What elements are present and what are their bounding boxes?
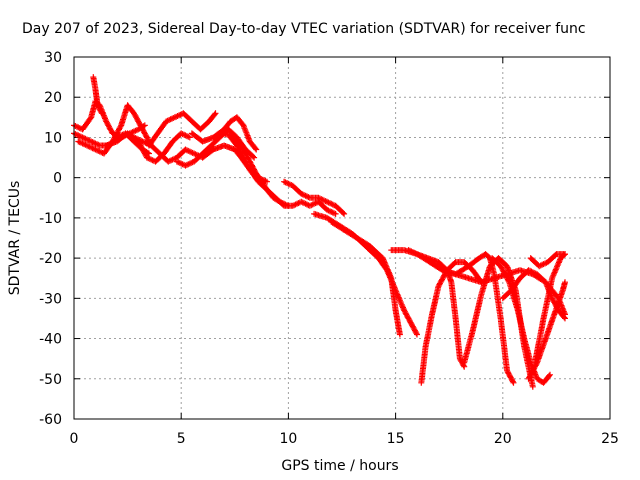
series-arc-19 [426, 251, 517, 386]
data-markers [146, 110, 219, 149]
data-markers [489, 255, 553, 386]
series-arc-25 [532, 251, 568, 366]
y-tick-label: 20 [44, 90, 62, 106]
y-axis-label: SDTVAR / TECUs [7, 181, 23, 296]
y-tick-label: -30 [39, 291, 62, 307]
data-markers [131, 134, 217, 165]
data-markers [328, 218, 403, 338]
data-markers [418, 259, 485, 386]
x-tick-label: 0 [70, 431, 79, 447]
series-arc-9 [188, 114, 260, 153]
data-markers [311, 210, 420, 338]
series-arc-2 [90, 74, 105, 117]
data-markers [221, 130, 292, 209]
y-tick-label: -50 [39, 372, 62, 388]
series-arc-13 [281, 178, 348, 217]
data-markers [90, 74, 105, 117]
series-arc-21 [489, 255, 553, 386]
series-arc-18 [418, 259, 485, 386]
x-tick-label: 5 [177, 431, 186, 447]
series-arc-15 [328, 218, 403, 338]
y-tick-label: 0 [53, 171, 62, 187]
series-arc-24 [527, 251, 568, 270]
data-markers [188, 114, 260, 153]
y-tick-label: -60 [39, 412, 62, 428]
y-tick-label: -20 [39, 251, 62, 267]
x-tick-label: 20 [494, 431, 512, 447]
data-markers [527, 251, 568, 270]
y-tick-label: 30 [44, 50, 62, 66]
data-markers [532, 251, 568, 366]
plot-border [73, 56, 611, 420]
x-tick-label: 15 [387, 431, 405, 447]
series-arc-7 [146, 110, 219, 149]
x-axis-label: GPS time / hours [281, 458, 398, 474]
data-points [71, 74, 568, 390]
y-tick-label: -40 [39, 332, 62, 348]
data-markers [426, 251, 517, 386]
x-tick-label: 25 [601, 431, 619, 447]
series-arc-14 [311, 210, 420, 338]
y-tick-label: -10 [39, 211, 62, 227]
x-tick-label: 10 [279, 431, 297, 447]
y-tick-label: 10 [44, 130, 62, 146]
series-arc-6 [131, 134, 217, 165]
data-markers [281, 178, 348, 217]
chart-title: Day 207 of 2023, Sidereal Day-to-day VTE… [22, 21, 586, 37]
series-arc-12 [221, 130, 292, 209]
